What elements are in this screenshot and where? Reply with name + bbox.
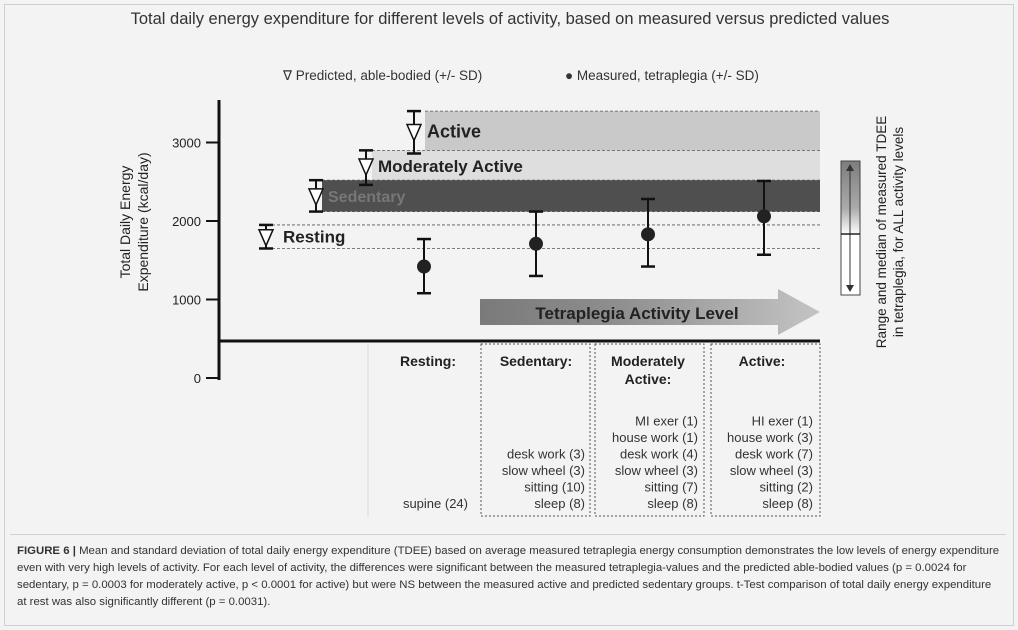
caption-figure-label: FIGURE 6 |: [17, 545, 76, 557]
category-item: supine (24): [403, 496, 468, 511]
y-tick-label: 3000: [172, 136, 201, 151]
predicted-marker: [307, 188, 325, 207]
category-box: [594, 343, 705, 517]
range-label-line2: in tetraplegia, for ALL activity levels: [891, 127, 906, 338]
measured-marker: [757, 209, 771, 224]
category-item: slow wheel (3): [730, 463, 813, 478]
category-item: slow wheel (3): [502, 463, 585, 478]
category-header: Active:: [739, 353, 786, 369]
range-label-line1: Range and median of measured TDEE: [874, 116, 889, 348]
category-header: Resting:: [400, 353, 456, 369]
y-axis-label-line1: Total Daily Energy: [117, 166, 133, 279]
activity-arrow: [480, 289, 820, 335]
band-1: [322, 180, 820, 212]
category-box: [710, 343, 821, 517]
category-item: sleep (8): [534, 496, 585, 511]
figure-chart: Total daily energy expenditure for diffe…: [117, 10, 906, 517]
category-item: sleep (8): [647, 496, 698, 511]
category-item: sleep (8): [762, 496, 813, 511]
range-arrow-down: [846, 285, 854, 292]
category-item: slow wheel (3): [615, 463, 698, 478]
legend-predicted: ∇ Predicted, able-bodied (+/- SD): [282, 68, 482, 83]
predicted-marker: [357, 158, 375, 177]
category-item: HI exer (1): [752, 414, 813, 429]
arrow-label: Tetraplegia Activity Level: [535, 304, 738, 323]
legend-measured: ● Measured, tetraplegia (+/- SD): [565, 68, 759, 83]
band-label-1: Sedentary: [328, 189, 405, 206]
band-2: [372, 150, 820, 185]
range-arrow-up: [846, 164, 854, 171]
band-label-0: Resting: [283, 228, 345, 247]
category-item: house work (1): [612, 430, 698, 445]
predicted-marker: [257, 228, 275, 248]
figure-caption: FIGURE 6 | Mean and standard deviation o…: [17, 543, 1002, 611]
y-axis-label-line2: Expenditure (kcal/day): [135, 152, 151, 291]
band-label-2: Moderately Active: [378, 157, 523, 176]
chart-title: Total daily energy expenditure for diffe…: [131, 10, 890, 28]
category-header: Moderately: [611, 353, 685, 369]
caption-text: Mean and standard deviation of total dai…: [17, 545, 1000, 608]
category-item: sitting (2): [760, 480, 813, 495]
measured-marker: [641, 227, 655, 242]
category-item: sitting (10): [524, 480, 585, 495]
predicted-marker: [405, 123, 423, 143]
category-item: house work (3): [727, 430, 813, 445]
category-item: desk work (4): [620, 447, 698, 462]
category-item: desk work (7): [735, 447, 813, 462]
measured-marker: [529, 236, 543, 251]
category-item: MI exer (1): [635, 414, 698, 429]
category-item: desk work (3): [507, 447, 585, 462]
y-tick-label: 1000: [172, 293, 201, 308]
category-box: [480, 343, 591, 517]
band-3: [425, 111, 820, 154]
band-label-3: Active: [427, 122, 481, 142]
category-item: sitting (7): [645, 480, 698, 495]
y-tick-label: 0: [194, 371, 201, 386]
y-tick-label: 2000: [172, 214, 201, 229]
category-header: Sedentary:: [500, 353, 572, 369]
category-header: Active:: [625, 371, 672, 387]
measured-marker: [417, 259, 431, 274]
caption-divider: [10, 534, 1006, 535]
